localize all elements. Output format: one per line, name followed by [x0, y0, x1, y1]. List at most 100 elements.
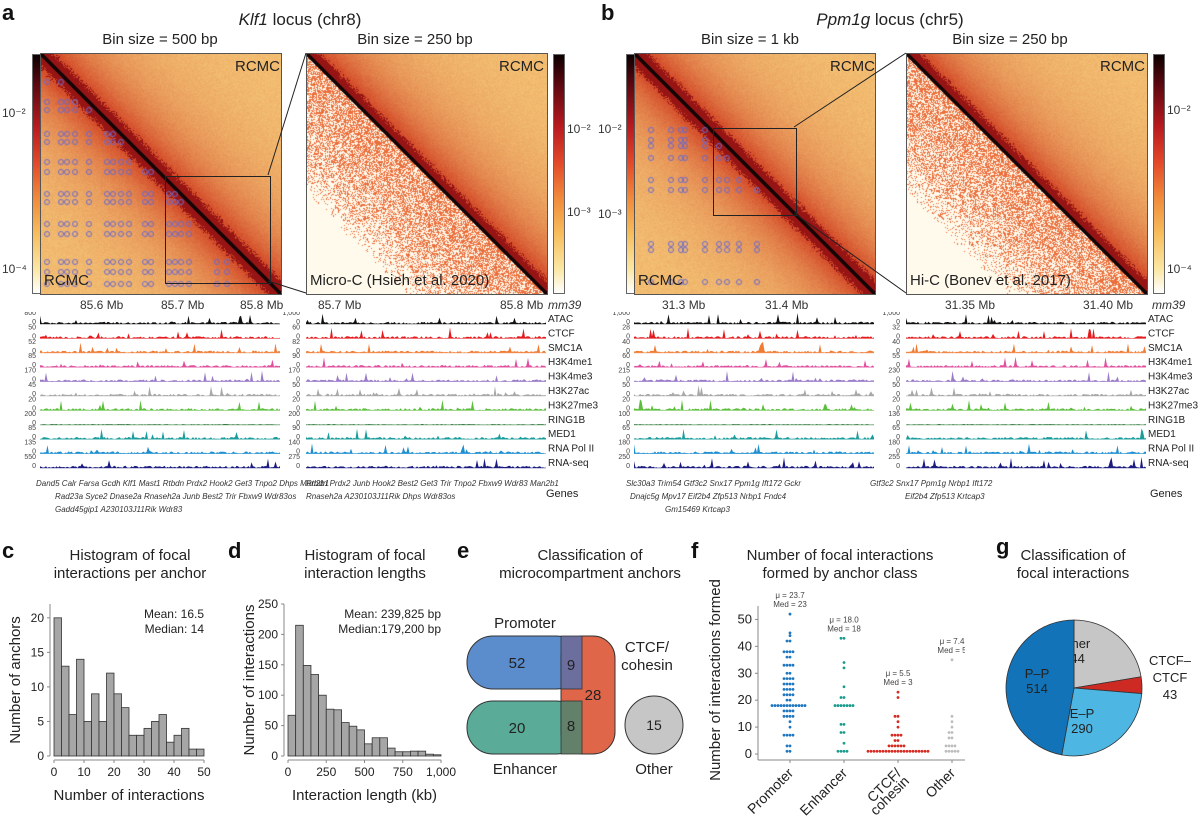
- panel-letter-c: c: [2, 538, 15, 563]
- track-signal-ring1b: [306, 424, 546, 425]
- colorbar-tick: 10⁻²: [1167, 103, 1191, 117]
- histogram-bar: [310, 674, 319, 757]
- histogram-bar: [158, 714, 167, 757]
- track-scale-max: 275: [288, 454, 300, 461]
- track-label: RING1B: [548, 415, 586, 426]
- histogram-bar: [121, 707, 130, 757]
- track-scale-max: 550: [24, 454, 36, 461]
- track-scale-zero: 0: [296, 434, 300, 441]
- stat-mean: μ = 18.0: [829, 615, 859, 624]
- data-point: [788, 733, 792, 737]
- x-tick: 31.3 Mb: [662, 298, 706, 312]
- track-signal-h3k27me3: [906, 400, 1146, 411]
- panel-a-locus: locus (chr8): [267, 10, 362, 29]
- track-scale-max: 40: [892, 339, 900, 346]
- chart-title: focal interactions: [1017, 565, 1130, 582]
- data-point: [788, 682, 792, 686]
- track-scale-max: 20: [292, 396, 300, 403]
- track-label: MED1: [548, 429, 576, 440]
- stat-median: Med = 18: [827, 624, 861, 633]
- data-point: [836, 704, 840, 707]
- data-point: [839, 749, 843, 753]
- track-scale-zero: 0: [626, 405, 630, 412]
- data-point: [791, 693, 795, 697]
- track-signal-ctcf: [306, 327, 546, 339]
- colorbar-tick: 10⁻²: [598, 122, 622, 136]
- gene-row: Dnajc5g Mpv17 Eif2b4 Zfp513 Nrbp1 Fndc4: [630, 492, 787, 501]
- track-signal-h3k4me1: [40, 359, 280, 368]
- y-tick-label: 200: [258, 627, 278, 641]
- track-signal-atac: [40, 314, 280, 324]
- histogram-bar: [325, 708, 335, 757]
- data-point: [788, 720, 792, 724]
- data-point: [950, 749, 954, 753]
- data-point: [794, 704, 798, 707]
- data-point: [845, 749, 849, 753]
- histogram-bar: [61, 665, 70, 757]
- data-point: [788, 677, 792, 681]
- gene-row: Gadd45gip1 A230103J11Rik Wdr83: [55, 505, 183, 514]
- data-point: [848, 704, 852, 707]
- data-point: [785, 671, 789, 675]
- track-scale-max: 60: [622, 353, 630, 360]
- data-point: [950, 736, 954, 740]
- chart-title: formed by anchor class: [762, 565, 917, 582]
- y-axis-label: Number of interactions formed: [707, 579, 724, 781]
- histogram-bar: [371, 737, 381, 757]
- data-point: [788, 639, 792, 643]
- histogram-bar: [341, 722, 350, 757]
- track-signal-h3k4me1: [634, 358, 874, 368]
- venn-label: Other: [635, 761, 673, 778]
- track-scale-zero: 0: [626, 434, 630, 441]
- x-tick-label: 250: [316, 765, 336, 779]
- data-point: [944, 749, 948, 753]
- data-point: [782, 709, 786, 713]
- data-point: [788, 663, 792, 667]
- x-tick-label: 30: [137, 765, 151, 779]
- chart-title: microcompartment anchors: [499, 565, 681, 582]
- data-point: [950, 720, 954, 724]
- pie-slice: [1005, 619, 1075, 756]
- data-point: [893, 744, 897, 748]
- data-point: [788, 714, 792, 718]
- data-point: [923, 749, 927, 753]
- panel-a-left-heatmap: [40, 53, 282, 295]
- data-point: [836, 749, 840, 753]
- x-tick: 85.8 Mb: [500, 298, 544, 312]
- track-scale-max: 140: [288, 440, 300, 447]
- track-scale-zero: 0: [626, 449, 630, 456]
- track-scale-zero: 0: [32, 333, 36, 340]
- track-scale-zero: 0: [32, 434, 36, 441]
- track-scale-max: 40: [622, 339, 630, 346]
- track-scale-zero: 0: [896, 362, 900, 369]
- data-point: [839, 731, 843, 734]
- track-signal-h3k4me3: [40, 370, 280, 382]
- annotation-mean: Mean: 239,825 bp: [344, 607, 441, 621]
- data-point: [893, 739, 897, 742]
- x-tick-label: 20: [107, 765, 121, 779]
- track-signal-atac: [906, 314, 1146, 324]
- panel-a-title: Klf1 locus (chr8): [40, 10, 560, 30]
- data-point: [785, 663, 789, 667]
- track-label: H3K27ac: [1148, 386, 1189, 397]
- track-label: H3K27me3: [1148, 400, 1198, 411]
- colorbar-tick: 10⁻³: [598, 207, 622, 221]
- colorbar-tick: 10⁻³: [567, 205, 591, 219]
- pie-value: 43: [1163, 687, 1177, 702]
- histogram-bar: [394, 751, 404, 757]
- y-tick-label: 0: [271, 749, 278, 763]
- track-scale-zero: 0: [296, 362, 300, 369]
- gene-row: Rtbdn Prdx2 Junb Hook2 Best2 Get3 Trir T…: [306, 479, 559, 488]
- data-point: [797, 704, 801, 707]
- chart-title: Classification of: [1020, 547, 1126, 564]
- data-point: [908, 749, 912, 753]
- pie-slice: [1061, 687, 1143, 757]
- annotation-median: Median: 14: [145, 622, 205, 636]
- track-label: SMC1A: [1148, 343, 1183, 354]
- data-point: [869, 749, 873, 753]
- pie-label: CTCF: [1153, 670, 1188, 685]
- data-point: [893, 733, 897, 737]
- histogram-bar: [425, 753, 434, 757]
- data-point: [956, 749, 960, 753]
